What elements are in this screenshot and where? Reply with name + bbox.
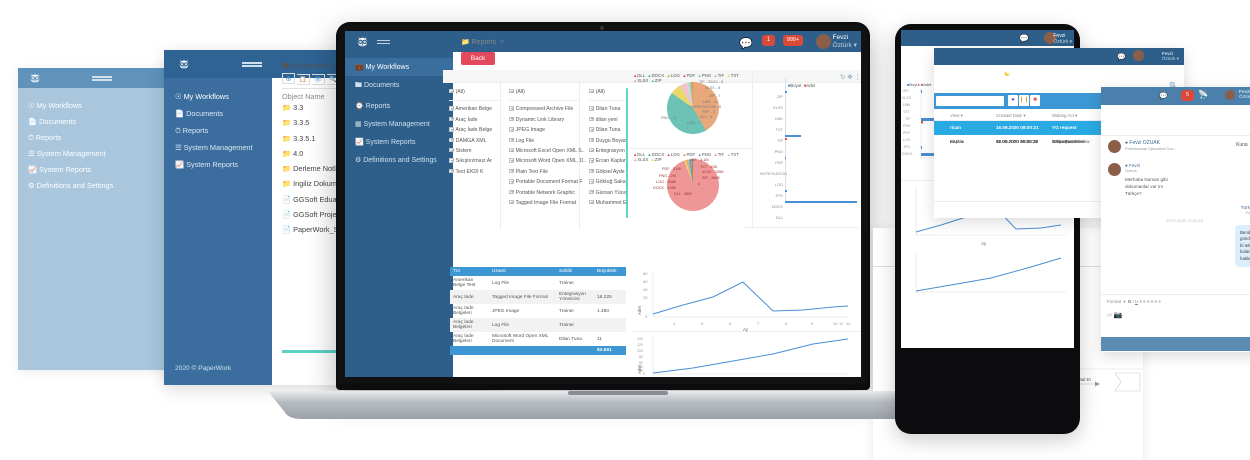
svg-text:12: 12 (846, 321, 851, 326)
svg-text:8: 8 (785, 321, 788, 326)
svg-text:DOCX: DOCX (902, 152, 913, 156)
svg-text:11: 11 (839, 321, 844, 326)
svg-text:TIF: TIF (905, 117, 911, 121)
svg-text:PNG: PNG (903, 124, 911, 128)
svg-text:10: 10 (833, 321, 838, 326)
svg-text:60: 60 (643, 279, 648, 284)
svg-text:JPG: JPG (903, 145, 910, 149)
svg-text:Ay: Ay (743, 327, 749, 332)
svg-text:7: 7 (757, 321, 760, 326)
svg-text:XLSX: XLSX (902, 96, 912, 100)
svg-text:0: 0 (643, 372, 645, 376)
svg-text:LOG: LOG (903, 138, 911, 142)
svg-text:PDF: PDF (903, 131, 911, 135)
svg-text:4: 4 (673, 321, 676, 326)
svg-text:20: 20 (643, 295, 648, 300)
svg-text:5: 5 (701, 321, 704, 326)
svg-text:6: 6 (729, 321, 732, 326)
svg-text:40: 40 (643, 287, 648, 292)
svg-text:ZIP: ZIP (903, 89, 909, 93)
svg-text:TXT: TXT (903, 110, 911, 114)
svg-text:0: 0 (645, 314, 648, 319)
svg-text:Ay: Ay (981, 241, 987, 246)
svg-text:80: 80 (643, 271, 648, 276)
svg-text:UNK: UNK (903, 103, 911, 107)
svg-text:9: 9 (811, 321, 814, 326)
